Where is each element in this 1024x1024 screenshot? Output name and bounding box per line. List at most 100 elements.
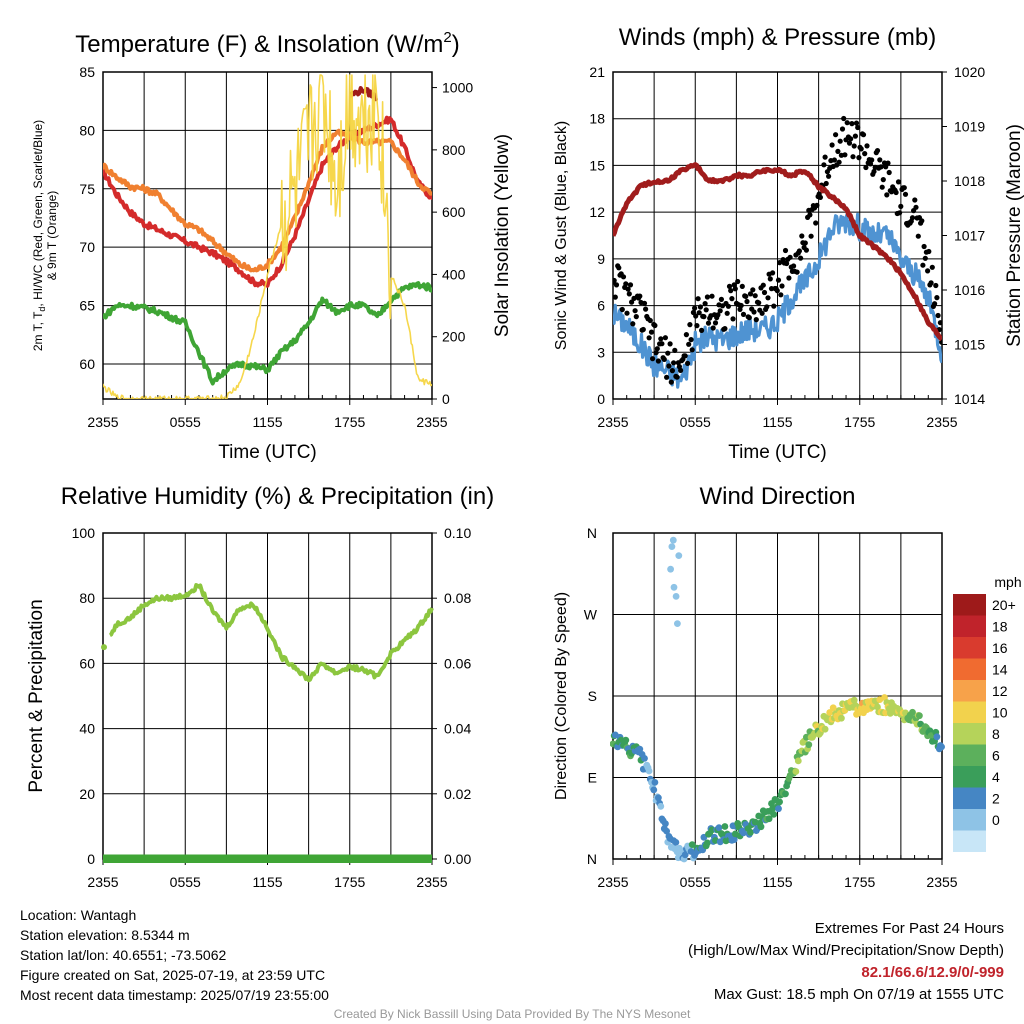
series-dewpoint bbox=[103, 281, 432, 386]
gust-point bbox=[933, 282, 939, 289]
direction-point bbox=[721, 823, 729, 830]
y-tick-label: N bbox=[587, 851, 597, 867]
gust-point bbox=[662, 335, 669, 341]
latlon-text: Station lat/lon: 40.6551; -73.5062 bbox=[20, 947, 227, 963]
legend-swatch bbox=[953, 658, 986, 680]
gust-point bbox=[814, 202, 820, 208]
series-group bbox=[101, 583, 434, 863]
x-tick-label: 1155 bbox=[252, 874, 282, 890]
y-tick-label: 3 bbox=[597, 344, 605, 360]
gust-point bbox=[731, 282, 737, 288]
legend-swatch bbox=[953, 809, 986, 831]
x-tick-label: 1155 bbox=[762, 414, 792, 430]
legend-swatch bbox=[953, 723, 986, 745]
gust-point bbox=[867, 161, 874, 167]
direction-point bbox=[655, 794, 662, 802]
gust-point bbox=[653, 350, 659, 356]
gust-point bbox=[623, 281, 629, 287]
x-tick-label: 2355 bbox=[416, 414, 447, 430]
gust-point bbox=[613, 282, 620, 288]
gust-point bbox=[829, 142, 835, 148]
y-tick-label: 9 bbox=[597, 251, 605, 267]
gust-point bbox=[646, 335, 652, 341]
y-tick-label: N bbox=[587, 525, 597, 541]
gust-point bbox=[661, 356, 667, 362]
direction-point bbox=[674, 620, 681, 627]
gust-point bbox=[616, 265, 622, 271]
gust-point bbox=[885, 160, 891, 166]
gust-point bbox=[833, 132, 839, 138]
y2-tick-label: 800 bbox=[442, 142, 466, 158]
gust-point bbox=[817, 194, 824, 200]
legend-label: 20+ bbox=[992, 597, 1016, 613]
gust-point bbox=[643, 306, 649, 312]
gust-point bbox=[629, 299, 635, 305]
direction-point bbox=[747, 828, 754, 836]
gust-point bbox=[671, 360, 677, 366]
gust-point bbox=[689, 347, 695, 353]
gust-point bbox=[771, 303, 777, 309]
x-axis-label: Time (UTC) bbox=[218, 442, 317, 463]
panel-winds: 2355 0555 1155 1755 2355 0 3 6 9 12 15 18 21 1014 1015… bbox=[553, 24, 1024, 463]
gust-point bbox=[613, 277, 617, 284]
y2-tick-label: 600 bbox=[442, 204, 466, 220]
series-temp9m bbox=[103, 128, 432, 273]
legend-title: mph bbox=[994, 574, 1021, 590]
y-tick-label: 0 bbox=[597, 391, 605, 407]
gust-point bbox=[750, 287, 756, 293]
series-rh bbox=[108, 583, 434, 683]
gust-point bbox=[648, 329, 655, 335]
y-tick-label: 70 bbox=[79, 239, 95, 255]
gust-point bbox=[709, 293, 715, 299]
gust-point bbox=[730, 316, 736, 322]
y2-tick-label: 1020 bbox=[954, 64, 985, 80]
gust-point bbox=[877, 157, 883, 163]
gust-point bbox=[701, 314, 707, 320]
y2-tick-label: 0.02 bbox=[444, 786, 471, 802]
gust-point bbox=[761, 289, 768, 296]
chart-title: Temperature (F) & Insolation (W/m2) bbox=[75, 29, 459, 58]
gust-point bbox=[864, 143, 870, 149]
gust-point bbox=[626, 291, 632, 297]
gust-point bbox=[858, 146, 864, 152]
series-wind bbox=[613, 212, 942, 389]
y2-tick-label: 0 bbox=[442, 391, 450, 407]
y-tick-label: 60 bbox=[79, 356, 95, 372]
direction-point bbox=[938, 743, 945, 751]
direction-point bbox=[770, 811, 778, 818]
legend-swatch bbox=[953, 830, 986, 852]
gust-point bbox=[893, 189, 899, 196]
gust-point bbox=[674, 374, 680, 380]
legend-label: 8 bbox=[992, 726, 1000, 742]
y2-tick-label: 1014 bbox=[954, 391, 985, 407]
y2-tick-label: 0.10 bbox=[444, 525, 471, 541]
y-tick-label: S bbox=[588, 688, 597, 704]
title-part: ) bbox=[452, 31, 460, 58]
gust-point bbox=[831, 157, 838, 163]
gust-point bbox=[696, 310, 702, 316]
gust-point bbox=[693, 313, 699, 319]
x-tick-label: 0555 bbox=[680, 874, 711, 890]
gust-point bbox=[712, 320, 719, 326]
direction-point bbox=[688, 841, 696, 848]
y-tick-label: 12 bbox=[589, 204, 605, 220]
chart-title: Relative Humidity (%) & Precipitation (i… bbox=[61, 483, 494, 510]
gust-point bbox=[902, 191, 909, 197]
title-sup: 2 bbox=[443, 29, 451, 46]
gust-point bbox=[702, 301, 708, 307]
gust-point bbox=[774, 288, 780, 294]
gust-point bbox=[939, 339, 942, 345]
series-temp bbox=[103, 115, 432, 288]
gust-point bbox=[770, 270, 776, 276]
y2-tick-label: 200 bbox=[442, 329, 466, 345]
x-tick-label: 2355 bbox=[416, 874, 447, 890]
y-tick-label: 21 bbox=[589, 64, 605, 80]
y-tick-label: 60 bbox=[79, 655, 95, 671]
gust-point bbox=[726, 283, 733, 289]
y2-tick-label: 0.06 bbox=[444, 655, 471, 671]
gust-point bbox=[752, 293, 758, 299]
gust-point bbox=[878, 164, 884, 170]
extremes-values: 82.1/66.6/12.9/0/-999 bbox=[861, 964, 1004, 981]
gust-point bbox=[718, 296, 725, 302]
